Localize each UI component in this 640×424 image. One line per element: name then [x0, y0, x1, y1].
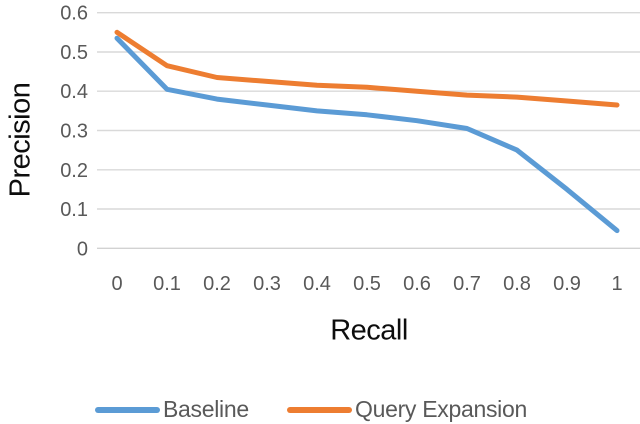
x-tick-label: 0.7 — [453, 273, 481, 295]
y-tick-label: 0.1 — [60, 199, 88, 221]
x-tick-label: 1 — [611, 273, 622, 295]
x-tick-label: 0.2 — [203, 273, 231, 295]
x-tick-label: 0.4 — [303, 273, 331, 295]
x-tick-label: 0.6 — [403, 273, 431, 295]
x-tick-label: 0.3 — [253, 273, 281, 295]
y-tick-label: 0.3 — [60, 121, 88, 143]
legend-label-baseline: Baseline — [163, 396, 249, 422]
x-tick-label: 0 — [111, 273, 122, 295]
x-tick-label: 0.1 — [153, 273, 181, 295]
series-line-baseline — [114, 35, 620, 234]
legend-item-query-expansion: Query Expansion — [287, 396, 527, 423]
y-tick-label: 0.4 — [60, 81, 88, 103]
y-tick-label: 0.6 — [60, 3, 88, 25]
query-expansion-line-swatch — [287, 406, 352, 413]
x-tick-label: 0.9 — [553, 273, 581, 295]
y-axis-title: Precision — [4, 82, 37, 198]
baseline-line-swatch — [95, 406, 160, 413]
y-tick-label: 0.2 — [60, 160, 88, 182]
x-tick-label: 0.5 — [353, 273, 381, 295]
legend-item-baseline: Baseline — [95, 396, 249, 423]
legend-label-query-expansion: Query Expansion — [355, 396, 527, 422]
y-tick-label: 0 — [77, 238, 88, 260]
x-tick-label: 0.8 — [503, 273, 531, 295]
y-tick-label: 0.5 — [60, 42, 88, 64]
series-line-query-expansion — [114, 29, 620, 108]
x-axis-title: Recall — [330, 314, 408, 347]
